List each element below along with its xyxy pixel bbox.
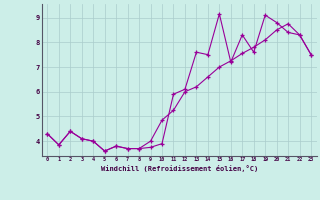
X-axis label: Windchill (Refroidissement éolien,°C): Windchill (Refroidissement éolien,°C): [100, 165, 258, 172]
